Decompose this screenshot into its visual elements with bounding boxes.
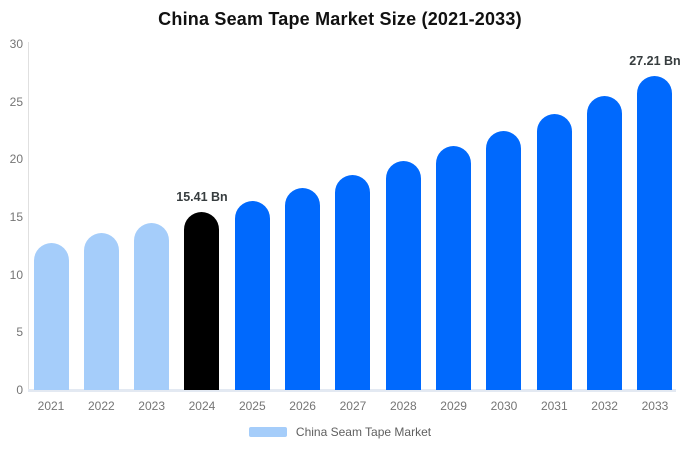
bar-2024[interactable] [184, 212, 220, 390]
x-axis-tick-label: 2027 [339, 399, 367, 413]
bar-2025[interactable] [234, 200, 270, 390]
x-axis-tick-label: 2022 [87, 399, 115, 413]
bar-value-label-2033: 27.21 Bn [629, 54, 680, 69]
bar-2026[interactable] [285, 188, 321, 390]
y-axis-tick-label: 20 [9, 152, 23, 167]
legend-label: China Seam Tape Market [295, 425, 432, 439]
bar-2023[interactable] [134, 223, 170, 390]
bar-2030[interactable] [486, 130, 522, 390]
y-axis-tick-label: 15 [9, 210, 23, 225]
x-axis-tick-label: 2026 [289, 399, 316, 413]
y-axis-line [28, 42, 29, 392]
y-axis-tick-label: 25 [9, 94, 23, 109]
legend-item-china-seam-tape-market[interactable]: China Seam Tape Market [0, 425, 680, 439]
x-axis-tick-label: 2032 [591, 399, 618, 413]
x-axis-tick-label: 2029 [440, 399, 467, 413]
x-axis-baseline [28, 389, 676, 392]
x-axis-tick-label: 2033 [641, 399, 669, 413]
bar-2028[interactable] [385, 161, 421, 390]
bar-2022[interactable] [83, 233, 119, 390]
bar-2027[interactable] [335, 175, 371, 390]
bar-2033[interactable] [637, 76, 673, 390]
x-axis-tick-label: 2028 [389, 399, 417, 413]
x-axis-tick-label: 2031 [540, 399, 568, 413]
x-axis-tick-label: 2024 [188, 399, 216, 413]
bar-2021[interactable] [33, 242, 69, 390]
chart-title: China Seam Tape Market Size (2021-2033) [158, 9, 522, 29]
y-axis-tick-label: 0 [16, 383, 23, 397]
bar-2031[interactable] [536, 113, 572, 390]
y-axis-tick-label: 5 [16, 325, 23, 340]
x-axis-tick-label: 2025 [238, 399, 266, 413]
x-axis-tick-label: 2023 [138, 399, 165, 413]
bar-2029[interactable] [436, 146, 472, 390]
bar-2032[interactable] [587, 95, 623, 390]
y-axis-tick-label: 30 [9, 37, 23, 52]
x-axis-tick-label: 2030 [490, 399, 518, 413]
bar-value-label-2024: 15.41 Bn [176, 190, 228, 205]
x-axis-tick-label: 2021 [37, 399, 65, 413]
y-axis-tick-label: 10 [9, 267, 23, 282]
legend-swatch [248, 427, 287, 437]
